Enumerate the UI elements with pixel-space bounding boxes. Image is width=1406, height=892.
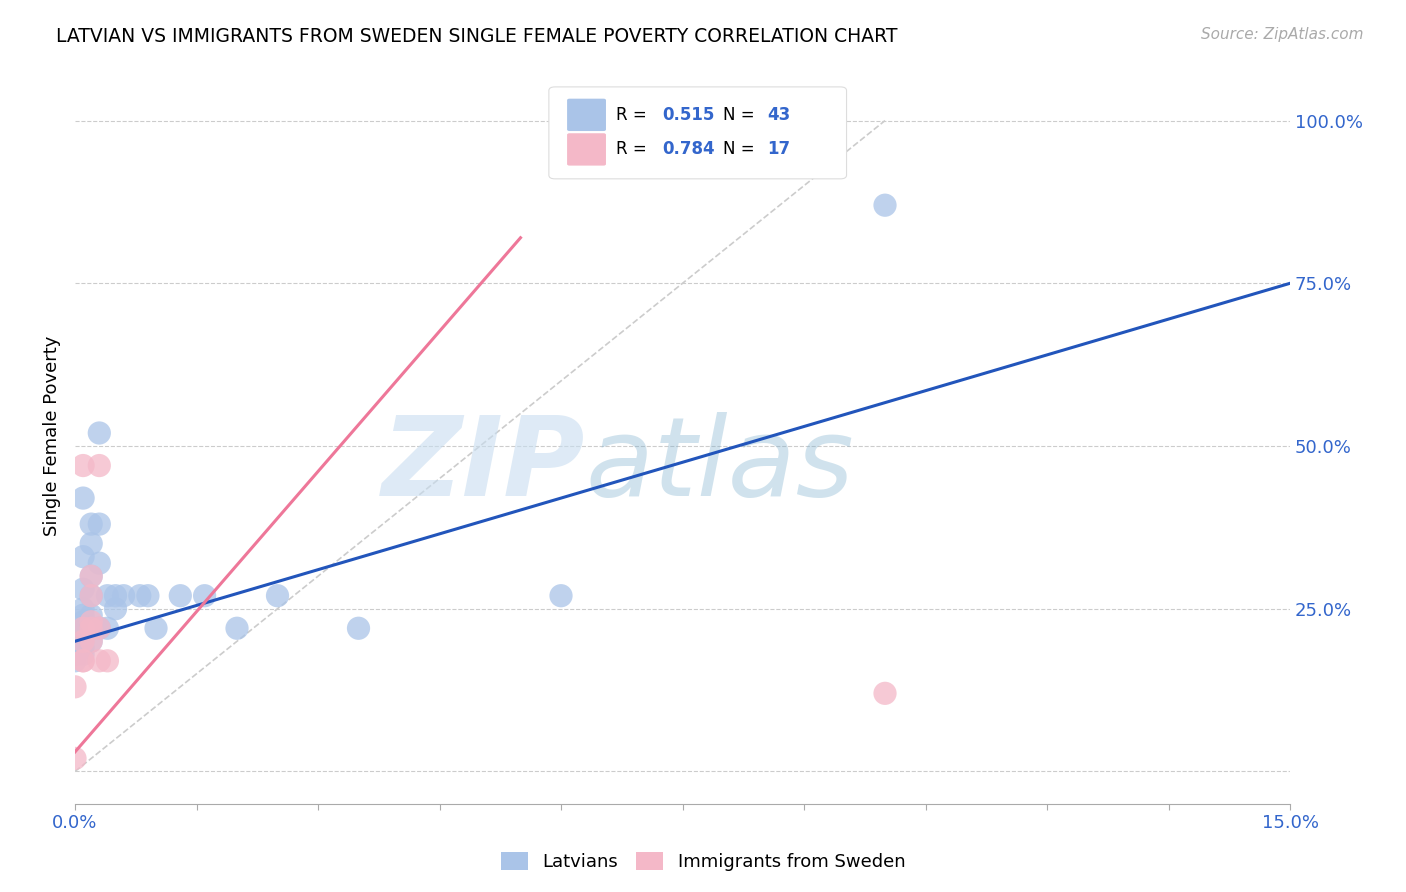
Point bbox=[873, 198, 896, 212]
Point bbox=[80, 634, 103, 648]
Text: R =: R = bbox=[616, 106, 652, 124]
Point bbox=[72, 634, 94, 648]
Point bbox=[72, 628, 94, 642]
Text: LATVIAN VS IMMIGRANTS FROM SWEDEN SINGLE FEMALE POVERTY CORRELATION CHART: LATVIAN VS IMMIGRANTS FROM SWEDEN SINGLE… bbox=[56, 27, 898, 45]
Text: 0.515: 0.515 bbox=[662, 106, 714, 124]
FancyBboxPatch shape bbox=[548, 87, 846, 178]
Point bbox=[266, 589, 288, 603]
Legend: Latvians, Immigrants from Sweden: Latvians, Immigrants from Sweden bbox=[494, 845, 912, 879]
Point bbox=[104, 601, 127, 615]
Point bbox=[128, 589, 150, 603]
Point bbox=[96, 589, 118, 603]
Point bbox=[89, 517, 111, 532]
Point bbox=[80, 536, 103, 550]
Point bbox=[80, 621, 103, 635]
Point bbox=[72, 491, 94, 505]
Point bbox=[63, 680, 86, 694]
Point bbox=[72, 615, 94, 629]
Point bbox=[104, 589, 127, 603]
Point bbox=[112, 589, 135, 603]
Point bbox=[80, 589, 103, 603]
Text: atlas: atlas bbox=[585, 412, 853, 519]
Point bbox=[72, 458, 94, 473]
Text: 43: 43 bbox=[768, 106, 790, 124]
Point bbox=[80, 517, 103, 532]
Point bbox=[80, 589, 103, 603]
Point bbox=[194, 589, 217, 603]
Point bbox=[80, 569, 103, 583]
Point bbox=[63, 634, 86, 648]
Text: Source: ZipAtlas.com: Source: ZipAtlas.com bbox=[1201, 27, 1364, 42]
Point bbox=[63, 648, 86, 662]
Point bbox=[96, 654, 118, 668]
Point bbox=[72, 654, 94, 668]
Point bbox=[89, 654, 111, 668]
Point bbox=[145, 621, 167, 635]
Point bbox=[72, 654, 94, 668]
Point bbox=[72, 601, 94, 615]
Text: N =: N = bbox=[723, 106, 759, 124]
Point bbox=[72, 549, 94, 564]
Point bbox=[72, 640, 94, 655]
Point bbox=[89, 621, 111, 635]
Point bbox=[226, 621, 249, 635]
Text: ZIP: ZIP bbox=[382, 412, 585, 519]
Y-axis label: Single Female Poverty: Single Female Poverty bbox=[44, 336, 60, 536]
Text: 0.784: 0.784 bbox=[662, 140, 714, 159]
Point bbox=[80, 634, 103, 648]
Point bbox=[89, 425, 111, 440]
Point bbox=[96, 621, 118, 635]
Point bbox=[89, 556, 111, 570]
Text: 17: 17 bbox=[768, 140, 790, 159]
Point bbox=[136, 589, 159, 603]
Point bbox=[80, 569, 103, 583]
Point bbox=[72, 634, 94, 648]
Text: N =: N = bbox=[723, 140, 759, 159]
Point bbox=[72, 621, 94, 635]
Point bbox=[63, 654, 86, 668]
Point bbox=[169, 589, 191, 603]
FancyBboxPatch shape bbox=[567, 99, 606, 131]
Point bbox=[550, 589, 572, 603]
Point bbox=[72, 648, 94, 662]
Point bbox=[63, 751, 86, 765]
Point bbox=[63, 640, 86, 655]
Point bbox=[72, 621, 94, 635]
Point bbox=[80, 615, 103, 629]
Point bbox=[72, 608, 94, 623]
Point bbox=[80, 608, 103, 623]
Point bbox=[89, 621, 111, 635]
Point bbox=[89, 458, 111, 473]
FancyBboxPatch shape bbox=[567, 133, 606, 166]
Point bbox=[873, 686, 896, 700]
Text: R =: R = bbox=[616, 140, 652, 159]
Point bbox=[63, 648, 86, 662]
Point bbox=[80, 621, 103, 635]
Point bbox=[63, 640, 86, 655]
Point bbox=[72, 582, 94, 597]
Point bbox=[347, 621, 370, 635]
